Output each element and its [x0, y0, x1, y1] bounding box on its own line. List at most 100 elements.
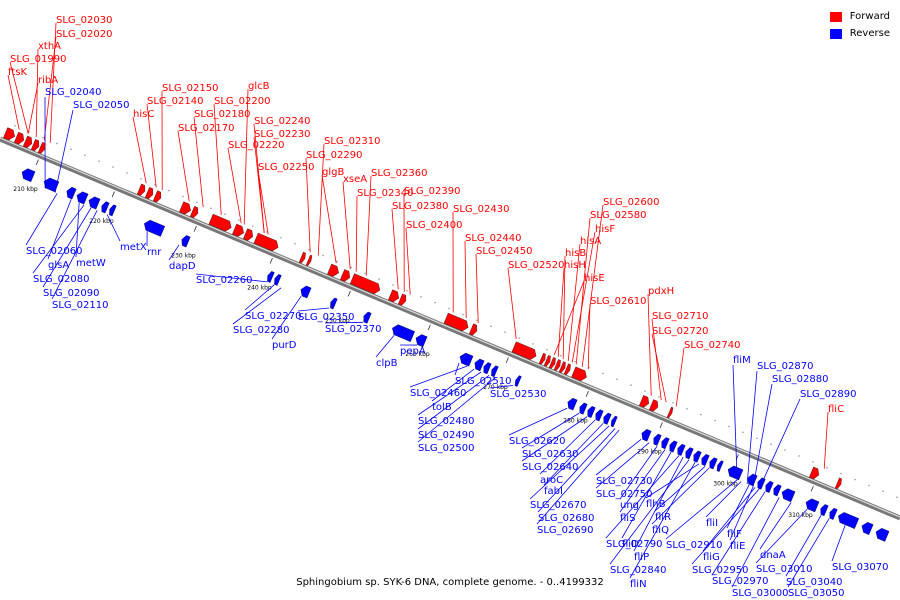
guide-dot	[602, 372, 604, 375]
guide-dot	[98, 160, 100, 162]
gene-label: dapD	[169, 261, 196, 272]
leader-line	[605, 455, 680, 539]
gene-label: xseA	[343, 174, 367, 185]
leader-line	[32, 204, 85, 274]
guide-dot	[56, 142, 58, 145]
guide-dot	[112, 166, 114, 168]
gene-label: fliS	[620, 513, 635, 524]
guide-dot	[504, 331, 506, 333]
forward-gene	[571, 366, 587, 382]
forward-gene	[649, 399, 658, 412]
leader-line	[651, 318, 662, 401]
forward-gene	[834, 477, 842, 490]
gene-label: fliG	[703, 552, 720, 563]
leader-line	[621, 451, 672, 539]
leader-line	[227, 147, 242, 224]
leader-line	[9, 61, 29, 134]
leader-line	[43, 36, 57, 141]
forward-swatch	[829, 11, 842, 22]
leader-line	[705, 481, 742, 518]
guide-dot	[476, 319, 478, 322]
guide-dot	[812, 461, 814, 463]
leader-line	[253, 136, 265, 233]
forward-gene	[349, 273, 381, 294]
gene-label: hisA	[580, 236, 601, 247]
guide-dot	[182, 195, 184, 198]
gene-label: SLG_02430	[453, 204, 509, 215]
reverse-gene	[587, 406, 596, 418]
guide-dot	[308, 248, 310, 251]
gene-label: SLG_02380	[392, 201, 448, 212]
forward-gene	[809, 466, 819, 480]
gene-label: SLG_02180	[194, 109, 250, 120]
guide-dot	[14, 124, 16, 127]
guide-dot	[322, 254, 324, 257]
guide-dot	[658, 396, 660, 398]
gene-label: fliD	[622, 539, 639, 550]
leader-line	[759, 502, 792, 550]
reverse-gene	[491, 365, 499, 378]
leader-line	[51, 210, 98, 300]
leader-line	[702, 487, 756, 552]
reverse-gene	[677, 443, 686, 456]
leader-line	[54, 109, 74, 193]
leader-line	[521, 412, 580, 449]
forward-gene	[37, 142, 46, 154]
reverse-gene	[181, 235, 191, 248]
gene-label: SLG_02690	[537, 525, 593, 536]
tick-label: 280 kbp	[563, 417, 588, 424]
gene-label: ftsK	[8, 67, 27, 78]
forward-gene	[443, 312, 469, 332]
gene-label: hisB	[565, 248, 586, 259]
reverse-gene	[875, 528, 890, 542]
gene-label: fliI	[706, 518, 718, 529]
guide-dot	[770, 443, 772, 445]
leader-line	[177, 130, 190, 202]
guide-dot	[364, 272, 366, 274]
gene-label: SLG_02790	[606, 539, 662, 550]
leader-line	[575, 217, 591, 365]
leader-line	[536, 429, 620, 525]
leader-line	[27, 82, 39, 134]
forward-gene	[23, 135, 32, 148]
leader-line	[691, 488, 760, 565]
gene-label: SLG_02480	[418, 416, 474, 427]
leader-line	[619, 449, 666, 513]
leader-line	[391, 208, 399, 290]
gene-label: SLG_02150	[162, 83, 218, 94]
leader-line	[132, 116, 147, 184]
leader-line	[47, 199, 72, 260]
guide-dot	[126, 172, 128, 174]
reverse-gene	[757, 477, 766, 490]
label-leader-lines	[7, 22, 846, 588]
reverse-gene	[483, 362, 492, 375]
gene-label: SLG_02670	[530, 500, 586, 511]
leader-line	[475, 253, 479, 324]
reverse-gene	[274, 274, 282, 286]
gene-label: aroC	[540, 475, 563, 486]
guide-dot	[392, 284, 394, 286]
guide-dot	[168, 189, 170, 192]
gene-label: SLG_02610	[590, 296, 646, 307]
leader-line	[595, 439, 642, 476]
gene-label: SLG_02090	[43, 288, 99, 299]
leader-line	[244, 284, 275, 311]
reverse-gene	[66, 186, 77, 200]
gene-label: SLG_02370	[325, 324, 381, 335]
gene-label: flhB	[646, 499, 666, 510]
reverse-gene	[603, 412, 612, 425]
forward-gene	[666, 406, 674, 419]
leader-line	[317, 143, 325, 256]
gene-label: hisH	[564, 260, 586, 271]
gene-label: hisF	[595, 224, 615, 235]
leader-line	[633, 456, 684, 552]
gene-label: metW	[76, 258, 106, 269]
tick-label: 250 kbp	[325, 317, 350, 324]
gene-label: SLG_02530	[490, 389, 546, 400]
leader-line	[42, 207, 92, 288]
gene-label: SLG_02520	[508, 260, 564, 271]
gene-label: SLG_02290	[306, 150, 362, 161]
guide-dot	[406, 290, 408, 292]
gene-label: SLG_02170	[178, 123, 234, 134]
forward-gene	[563, 363, 571, 375]
